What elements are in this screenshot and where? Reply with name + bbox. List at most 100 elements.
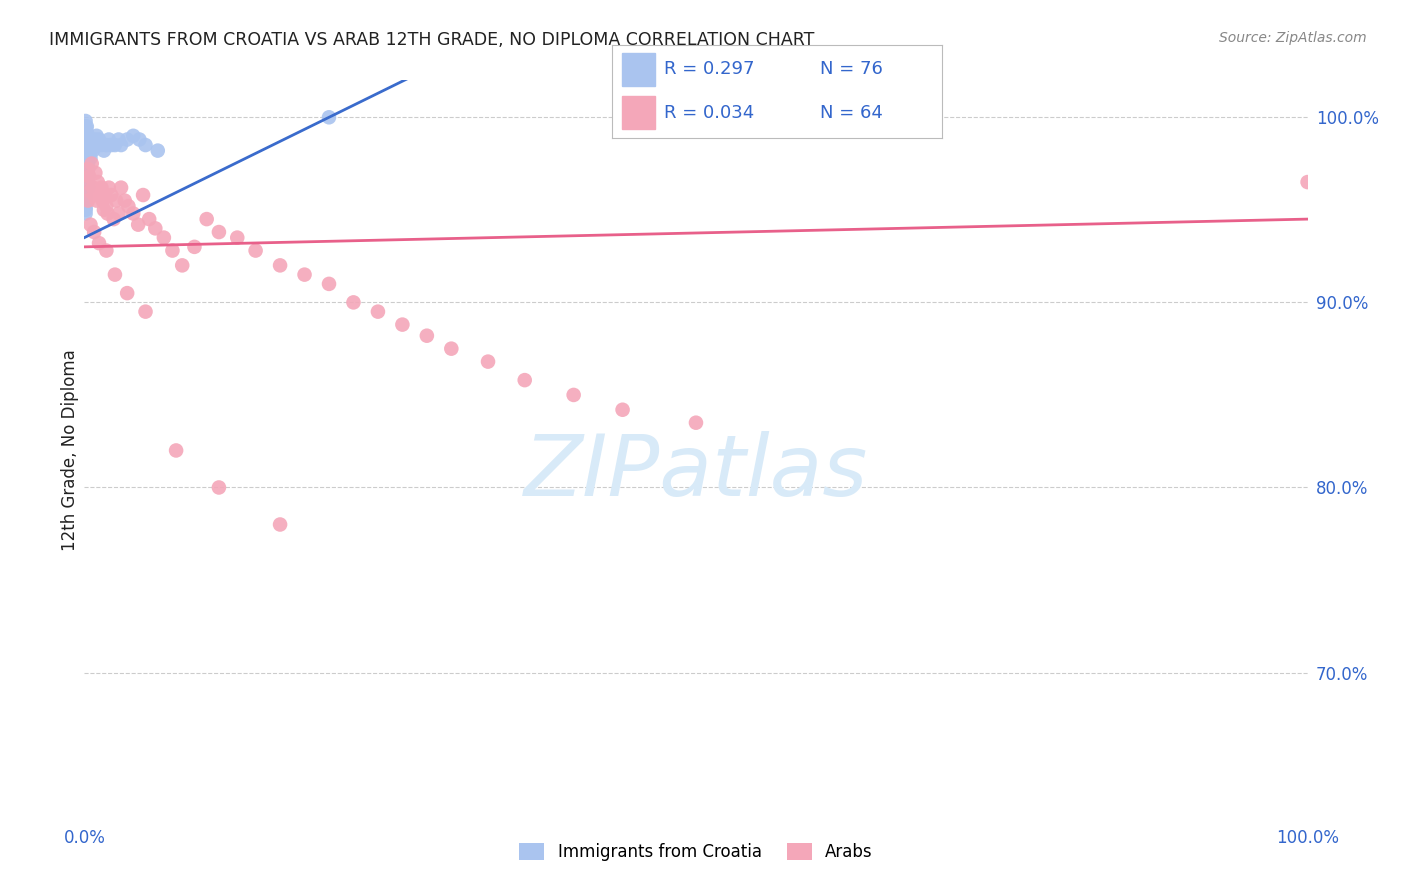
Point xyxy=(76,162,98,177)
Point xyxy=(208,225,231,239)
Text: R = 0.297: R = 0.297 xyxy=(665,61,755,78)
Point xyxy=(107,132,129,146)
Point xyxy=(685,416,707,430)
Text: N = 76: N = 76 xyxy=(820,61,883,78)
Point xyxy=(86,194,108,208)
Point xyxy=(77,169,100,184)
Point xyxy=(75,162,97,177)
Point xyxy=(75,166,97,180)
Point xyxy=(342,295,364,310)
Point xyxy=(79,185,101,199)
Bar xyxy=(621,96,655,129)
Point xyxy=(90,180,112,194)
Point xyxy=(79,138,101,153)
Point xyxy=(367,304,389,318)
Point xyxy=(75,178,97,193)
Point xyxy=(76,132,98,146)
Point xyxy=(87,138,110,153)
Point xyxy=(94,188,117,202)
Point xyxy=(87,132,110,146)
Point xyxy=(79,218,101,232)
Point xyxy=(77,169,100,184)
Point xyxy=(75,173,97,187)
Point xyxy=(80,156,103,170)
Point xyxy=(127,218,149,232)
Point xyxy=(75,201,97,215)
Point xyxy=(318,111,340,125)
Point xyxy=(75,202,97,217)
Point xyxy=(110,180,132,194)
Point xyxy=(77,138,100,153)
Point xyxy=(75,192,97,206)
Point xyxy=(318,277,340,291)
Point xyxy=(79,151,101,165)
Point xyxy=(83,188,105,202)
Point xyxy=(104,138,127,153)
Point xyxy=(75,127,97,141)
Point xyxy=(77,175,100,189)
Point xyxy=(79,144,101,158)
Point xyxy=(76,120,98,134)
Point xyxy=(208,480,231,494)
Point xyxy=(76,156,98,170)
Point xyxy=(416,328,439,343)
Point xyxy=(87,236,110,251)
Point xyxy=(93,202,115,217)
Point xyxy=(80,138,103,153)
Point xyxy=(96,199,118,213)
Point xyxy=(97,132,120,146)
Point xyxy=(143,221,166,235)
Point xyxy=(245,244,267,258)
Point xyxy=(77,156,100,170)
Point xyxy=(77,132,100,146)
Point xyxy=(77,194,100,208)
Point xyxy=(135,304,157,318)
Point xyxy=(77,151,100,165)
Y-axis label: 12th Grade, No Diploma: 12th Grade, No Diploma xyxy=(62,350,80,551)
Point xyxy=(391,318,413,332)
Point xyxy=(165,443,187,458)
Point xyxy=(75,138,97,153)
Point xyxy=(96,138,118,153)
Point xyxy=(122,128,145,143)
Point xyxy=(82,144,104,158)
Legend: Immigrants from Croatia, Arabs: Immigrants from Croatia, Arabs xyxy=(513,837,879,868)
Point xyxy=(77,162,100,177)
Bar xyxy=(621,53,655,86)
Point xyxy=(269,258,291,272)
Point xyxy=(84,166,107,180)
Point xyxy=(100,138,122,153)
Point xyxy=(75,128,97,143)
Point xyxy=(100,188,122,202)
Point xyxy=(115,286,138,301)
Text: ZIPatlas: ZIPatlas xyxy=(524,431,868,514)
Point xyxy=(77,138,100,153)
Point xyxy=(75,147,97,161)
Point xyxy=(83,138,105,153)
Point xyxy=(76,144,98,158)
Point xyxy=(75,169,97,184)
Point xyxy=(75,185,97,199)
Point xyxy=(97,206,120,220)
Point xyxy=(104,268,127,282)
Point xyxy=(83,225,105,239)
Point xyxy=(115,132,138,146)
Point xyxy=(96,244,118,258)
Point xyxy=(153,230,176,244)
Point xyxy=(226,230,249,244)
Point xyxy=(105,194,128,208)
Point xyxy=(75,134,97,148)
Point xyxy=(138,212,160,227)
Point xyxy=(77,180,100,194)
Point xyxy=(76,175,98,189)
Point xyxy=(75,197,97,211)
Point xyxy=(97,180,120,194)
Point xyxy=(87,175,110,189)
Point xyxy=(107,206,129,220)
Point xyxy=(93,144,115,158)
Point xyxy=(612,402,634,417)
Point xyxy=(117,199,139,213)
Point xyxy=(1296,175,1319,189)
Point xyxy=(87,185,110,199)
Point xyxy=(269,517,291,532)
